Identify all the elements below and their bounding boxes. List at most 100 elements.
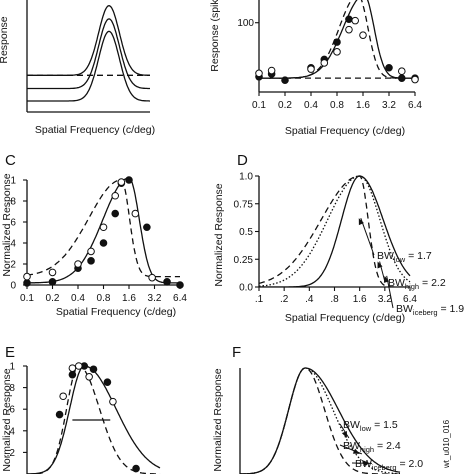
panel-label: D: [237, 152, 248, 169]
bw-prefix: BW: [377, 250, 394, 262]
bw-value: = 1.9: [438, 303, 465, 315]
filled-data-point: [87, 257, 95, 265]
x-tick-label: 0.1: [252, 100, 266, 111]
bandwidth-annotation: BWiceberg = 1.9: [396, 303, 464, 317]
x-tick-label: .8: [330, 294, 339, 305]
annotation-arrowhead: [341, 430, 347, 438]
bandwidth-annotation: BWlow = 1.5: [343, 419, 398, 433]
open-data-point: [111, 191, 120, 200]
filled-data-point: [99, 239, 108, 247]
panel-c: C0.1 0.2 0.4 0.8 1.6 3.2 6.40.2.4.6.81Spatial …: [1, 152, 187, 318]
y-axis-label: Response (spikes: [209, 0, 221, 72]
open-data-point: [267, 66, 276, 75]
filled-data-point: [176, 281, 184, 289]
x-tick-label: 0.2: [278, 100, 292, 111]
open-data-point: [148, 273, 156, 282]
bandwidth-annotation: BWlow = 1.7: [377, 250, 432, 264]
x-axis-label: Spatial Frequency (c/deg): [285, 312, 405, 324]
x-axis-label: Spatial Frequency (c/deg): [285, 125, 405, 137]
open-data-point: [99, 223, 108, 232]
x-tick-label: 0.2: [46, 293, 60, 304]
bw-value: = 2.2: [419, 277, 446, 289]
x-tick-label: 3.2: [382, 100, 396, 111]
x-tick-label: 3.2: [378, 294, 392, 305]
open-data-point: [307, 65, 315, 73]
y-tick-label: .8: [8, 197, 17, 208]
filled-data-point: [23, 279, 31, 287]
y-tick-label: 1: [9, 362, 15, 373]
open-data-point: [411, 75, 419, 84]
bw-value: = 2.0: [397, 458, 424, 470]
series-2-curve: [27, 18, 150, 90]
bw-value: = 1.5: [371, 419, 398, 431]
panel-label: E: [5, 344, 15, 361]
x-tick-label: 1.6: [356, 100, 370, 111]
y-tick-label: .4: [7, 426, 16, 437]
y-tick-label: 0.0: [239, 283, 253, 294]
y-tick-label: 0.25: [234, 255, 254, 266]
open-data-point: [48, 268, 57, 277]
x-tick-label: 0.8: [330, 100, 344, 111]
filled-data-point: [281, 76, 289, 85]
bw-value: = 1.7: [405, 250, 432, 262]
filled-data-point: [125, 176, 133, 184]
panel-b: 0.1 0.2 0.4 0.8 1.6 3.2 6.4 100 Spatial Frequenc…: [209, 0, 422, 137]
open-data-point: [255, 69, 263, 78]
filled-data-point: [111, 209, 120, 218]
open-data-point: [85, 373, 93, 381]
y-axis-label: Normalized Response: [213, 183, 225, 286]
y-axis-label: Normalized Response: [1, 368, 13, 471]
filled-data-point: [48, 278, 57, 286]
series-1-curve: [259, 175, 411, 287]
open-data-point: [397, 67, 406, 76]
open-data-point: [131, 209, 140, 218]
open-data-point: [68, 364, 77, 372]
x-tick-label: 1.6: [353, 294, 367, 305]
bw-prefix: BW: [343, 419, 360, 431]
x-tick-label: 0.1: [20, 293, 34, 304]
bandwidth-annotation: BWiceberg = 2.0: [355, 458, 423, 472]
x-tick-label: 0.4: [304, 100, 318, 111]
series-3-curve: [239, 367, 400, 474]
filled-data-point: [345, 15, 353, 24]
filled-data-point: [55, 410, 64, 419]
x-tick-label: 6.4: [408, 100, 422, 111]
bw-prefix: BW: [355, 458, 372, 470]
y-tick-label: .6: [7, 405, 16, 416]
y-tick-label: .4: [8, 239, 17, 250]
bw-value: = 2.4: [374, 440, 401, 452]
bw-subscript: low: [360, 424, 372, 433]
panel-a: Spatial Frequency (c/deg) Response: [0, 0, 155, 136]
filled-data-point: [132, 464, 140, 473]
bw-subscript: low: [394, 255, 406, 264]
y-axis-label: Normalized Response: [1, 173, 13, 276]
side-label: wt_u010_016: [442, 419, 451, 469]
x-tick-label: .2: [280, 294, 289, 305]
bw-subscript: iceberg: [372, 463, 397, 472]
annotation-arrowhead: [352, 448, 360, 454]
bw-subscript: high: [405, 282, 419, 291]
bandwidth-annotation: BWhigh = 2.4: [343, 440, 401, 454]
open-data-point: [23, 272, 31, 281]
filled-data-point: [333, 38, 341, 46]
bw-prefix: BW: [396, 303, 413, 315]
y-tick-label: 0.5: [239, 227, 253, 238]
annotation-arrowhead: [363, 460, 370, 466]
bw-prefix: BW: [388, 277, 405, 289]
open-data-point: [333, 48, 341, 56]
y-tick-label: 1: [10, 176, 16, 187]
bandwidth-annotation: BWhigh = 2.2: [388, 277, 446, 291]
panel-label: F: [232, 344, 241, 361]
x-tick-label: .4: [305, 294, 314, 305]
filled-data-point: [89, 365, 98, 374]
x-tick-label: .1: [255, 294, 264, 305]
filled-data-point: [103, 378, 112, 387]
open-data-point: [351, 16, 360, 25]
bw-subscript: iceberg: [413, 308, 438, 317]
filled-data-point: [68, 370, 77, 379]
y-tick-label: .2: [7, 448, 16, 459]
panel-label: C: [5, 152, 16, 169]
filled-data-point: [143, 223, 151, 232]
